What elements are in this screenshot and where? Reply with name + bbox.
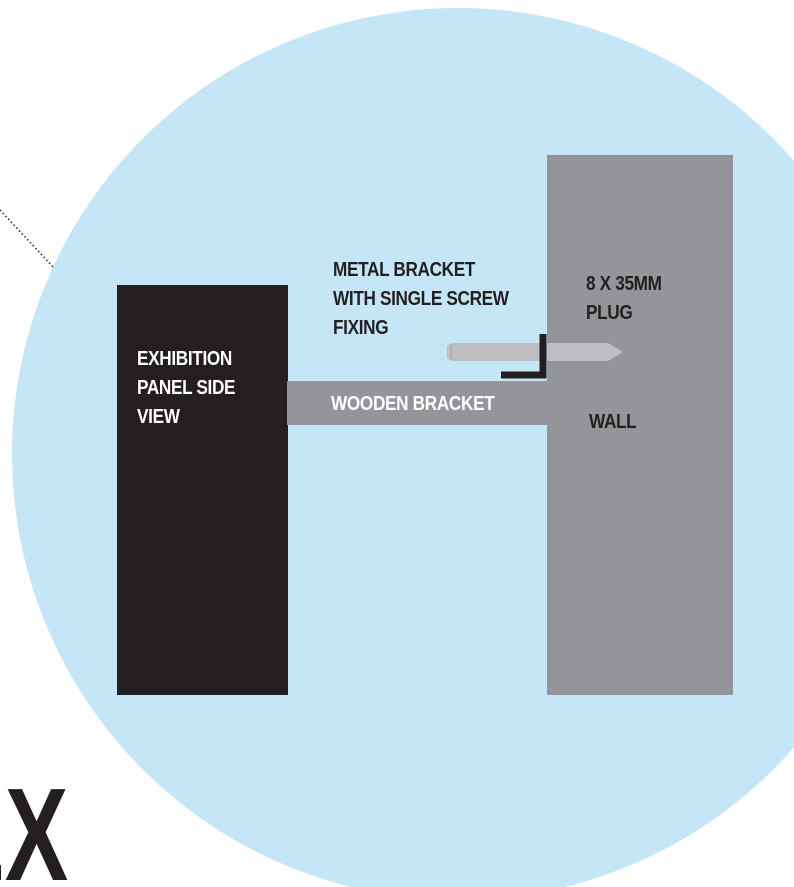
exhibition-panel bbox=[117, 285, 288, 695]
panel-label: EXHIBITION PANEL SIDE VIEW bbox=[137, 345, 236, 432]
wall-label-line: WALL bbox=[589, 411, 637, 433]
wall-block bbox=[547, 155, 733, 695]
plug-label-line: PLUG bbox=[586, 302, 633, 324]
plug-label-line: 8 X 35MM bbox=[586, 273, 662, 295]
partial-heading: 2X bbox=[0, 761, 69, 887]
metal-bracket-label-line: METAL BRACKET bbox=[333, 259, 476, 281]
wall-label: WALL bbox=[589, 408, 637, 437]
metal-bracket-label-line: FIXING bbox=[333, 317, 389, 339]
metal-bracket-label-line: WITH SINGLE SCREW bbox=[333, 288, 509, 310]
metal-bracket-label: METAL BRACKET WITH SINGLE SCREW FIXING bbox=[333, 256, 509, 343]
screw-plug bbox=[447, 343, 623, 361]
wooden-bracket bbox=[287, 381, 548, 425]
metal-bracket bbox=[501, 334, 547, 379]
wooden-bracket-label-line: WOODEN BRACKET bbox=[331, 393, 495, 415]
wooden-bracket-label: WOODEN BRACKET bbox=[331, 390, 495, 419]
panel-label-line: VIEW bbox=[137, 406, 180, 428]
panel-label-line: EXHIBITION bbox=[137, 348, 233, 370]
plug-label: 8 X 35MM PLUG bbox=[586, 270, 662, 328]
panel-label-line: PANEL SIDE bbox=[137, 377, 236, 399]
